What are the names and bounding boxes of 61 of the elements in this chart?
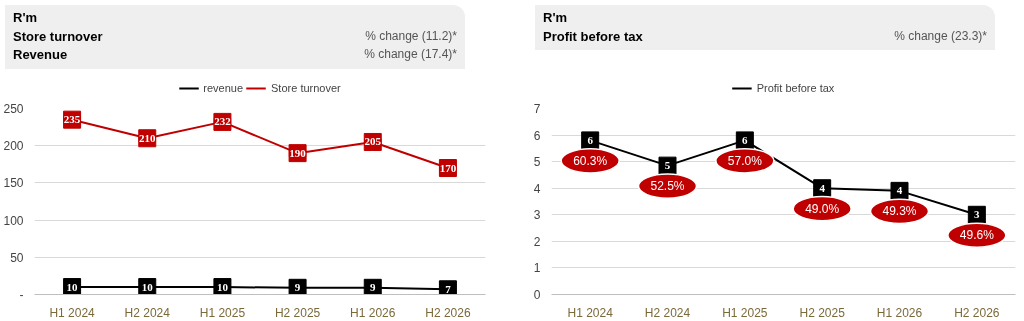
data-label: 4 bbox=[819, 181, 826, 194]
text: % change (23.3)* bbox=[894, 27, 987, 45]
text: % change (11.2)* bbox=[365, 27, 457, 45]
data-label: 210 bbox=[139, 131, 156, 144]
annotation: 52.5% bbox=[650, 179, 685, 194]
x-tick-label: H1 2024 bbox=[567, 305, 614, 320]
data-label: 10 bbox=[216, 280, 229, 293]
y-tick-label: 100 bbox=[3, 213, 24, 228]
data-label: 9 bbox=[370, 281, 376, 294]
data-label: 7 bbox=[445, 282, 452, 295]
y-tick-label: 150 bbox=[3, 176, 24, 191]
legend-label: Store turnover bbox=[271, 82, 341, 94]
x-tick-label: H2 2024 bbox=[124, 305, 171, 320]
y-tick-label: 4 bbox=[533, 181, 541, 196]
x-tick-label: H1 2025 bbox=[722, 305, 768, 320]
y-tick-label: 1 bbox=[533, 261, 541, 276]
data-label: 4 bbox=[896, 184, 903, 197]
annotation: 49.0% bbox=[805, 201, 840, 216]
chart-title: R'm bbox=[543, 10, 568, 25]
chart-title: R'm bbox=[13, 10, 38, 25]
y-tick-label: 200 bbox=[3, 139, 24, 154]
text: % change (17.4)* bbox=[364, 46, 457, 64]
x-tick-label: H2 2025 bbox=[799, 305, 846, 320]
x-tick-label: H2 2026 bbox=[954, 305, 1000, 320]
data-label: 190 bbox=[289, 146, 307, 159]
text: Revenue bbox=[13, 46, 68, 65]
x-tick-label: H1 2025 bbox=[199, 305, 246, 320]
data-label: 10 bbox=[66, 280, 79, 293]
data-label: 235 bbox=[63, 113, 81, 126]
legend-label: Profit before tax bbox=[756, 82, 835, 94]
data-label: 170 bbox=[439, 161, 457, 174]
y-tick-label: 5 bbox=[533, 155, 541, 170]
y-tick-label: - bbox=[19, 288, 24, 302]
y-tick-label: 7 bbox=[533, 102, 541, 116]
x-tick-label: H2 2026 bbox=[425, 305, 471, 320]
data-label: 5 bbox=[664, 159, 671, 172]
data-label: 10 bbox=[141, 280, 154, 293]
annotation: 49.6% bbox=[959, 228, 995, 243]
annotation: 49.3% bbox=[882, 204, 917, 219]
x-tick-label: H2 2025 bbox=[274, 305, 321, 320]
x-tick-label: H1 2024 bbox=[49, 305, 96, 320]
data-label: 232 bbox=[214, 115, 232, 128]
data-label: 6 bbox=[587, 133, 594, 146]
x-tick-label: H1 2026 bbox=[876, 305, 923, 320]
x-tick-label: H2 2024 bbox=[644, 305, 691, 320]
y-tick-label: 50 bbox=[10, 250, 24, 265]
text: Profit before tax bbox=[543, 27, 643, 46]
data-label: 6 bbox=[742, 133, 749, 146]
text: Store turnover bbox=[13, 27, 103, 46]
y-tick-label: 2 bbox=[533, 234, 541, 249]
x-tick-label: H1 2026 bbox=[350, 305, 396, 320]
y-tick-label: 3 bbox=[533, 208, 541, 223]
annotation: 60.3% bbox=[573, 153, 608, 168]
y-tick-label: 0 bbox=[533, 288, 541, 302]
annotation: 57.0% bbox=[727, 153, 763, 168]
y-tick-label: 6 bbox=[533, 128, 541, 143]
data-label: 205 bbox=[364, 135, 382, 148]
legend-label: revenue bbox=[203, 82, 244, 94]
data-label: 3 bbox=[974, 208, 981, 221]
data-label: 9 bbox=[294, 281, 301, 294]
y-tick-label: 250 bbox=[3, 102, 24, 116]
